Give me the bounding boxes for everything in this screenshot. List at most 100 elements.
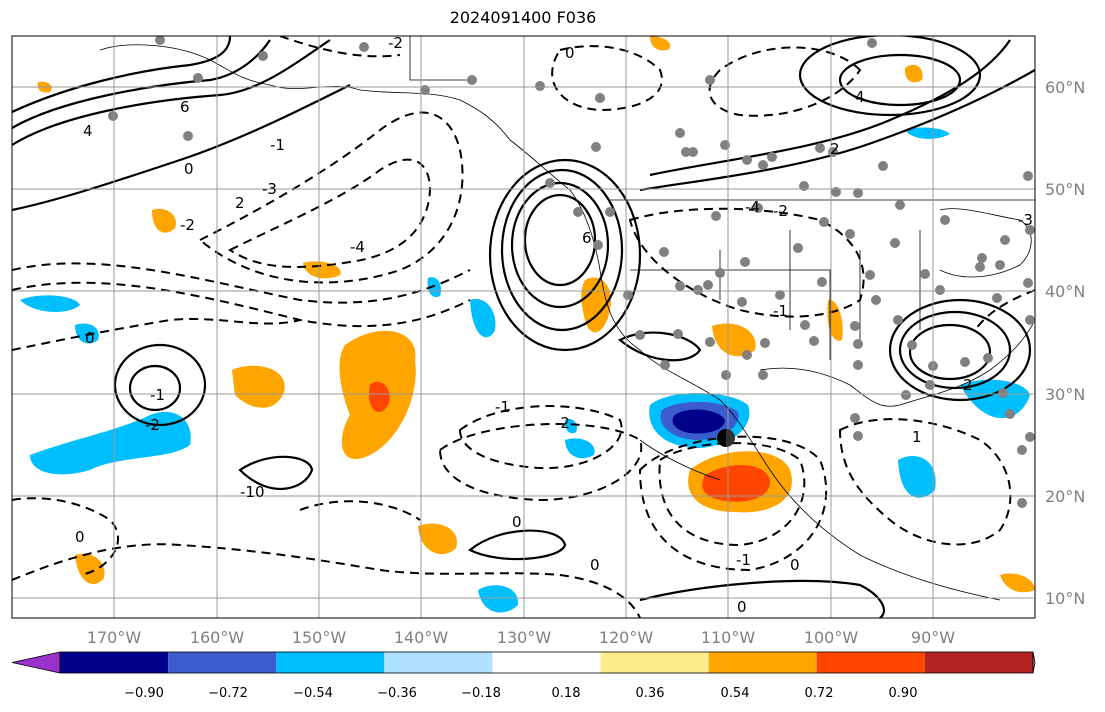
- fill-positive: [904, 64, 923, 83]
- colorbar: [11, 651, 1036, 674]
- fill-positive: [418, 523, 458, 555]
- contour-labels: 6 4 2 0 -2 -1 -3 -4 0 6 4 2 -1 -2 -1 -2 …: [75, 34, 1033, 616]
- colorbar-segment: [492, 652, 601, 673]
- latitude-labels: 60°N 50°N 40°N 30°N 20°N 10°N: [1045, 78, 1085, 608]
- contour-label: -10: [240, 483, 265, 501]
- colorbar-tick: −0.54: [293, 686, 333, 701]
- lat-label: 60°N: [1045, 78, 1085, 97]
- contour-label: 0: [75, 528, 85, 546]
- contour-label: -1: [773, 302, 788, 320]
- lon-label: 110°W: [701, 628, 756, 647]
- fill-negative: [565, 438, 595, 459]
- fill-positive-core: [369, 381, 390, 413]
- lon-label: 160°W: [190, 628, 245, 647]
- fill-negative: [30, 411, 191, 475]
- contour-label: 0: [184, 160, 194, 178]
- contour-label: -2: [555, 414, 570, 432]
- colorbar-segment: [924, 652, 1033, 673]
- fill-negative-max: [672, 409, 725, 434]
- colorbar-tick: 0.18: [552, 686, 581, 701]
- colorbar-segment: [168, 652, 277, 673]
- contour-label: -2: [180, 216, 195, 234]
- contour-label: -1: [150, 386, 165, 404]
- colorbar-tick: −0.18: [461, 686, 501, 701]
- colorbar-extend-low: [11, 651, 61, 674]
- map-border: [11, 35, 1036, 619]
- lat-label: 50°N: [1045, 180, 1085, 199]
- fill-positive: [1000, 573, 1035, 593]
- fill-negative: [960, 379, 1030, 419]
- contour-label: 0: [590, 556, 600, 574]
- contour-label: -2: [773, 202, 788, 220]
- negative-contours: [12, 36, 1035, 618]
- contour-label: -4: [745, 198, 760, 216]
- contour-label: 6: [180, 98, 190, 116]
- fill-positive: [650, 36, 671, 51]
- contour-label: 2: [235, 194, 245, 212]
- contour-label: 2: [963, 376, 973, 394]
- contour-label: -1: [495, 398, 510, 416]
- contour-label: -2: [388, 34, 403, 52]
- lon-label: 140°W: [394, 628, 449, 647]
- contour-label: -3: [262, 180, 277, 198]
- fill-negative: [427, 277, 442, 298]
- colorbar-segment: [276, 652, 385, 673]
- fill-negative: [20, 295, 80, 312]
- colorbar-segment: [60, 652, 169, 673]
- contour-label: -4: [350, 238, 365, 256]
- fill-positive-core: [702, 464, 771, 502]
- colorbar-tick: −0.72: [208, 686, 248, 701]
- contour-label: 1: [912, 428, 922, 446]
- colorbar-tick: 0.54: [721, 686, 750, 701]
- contour-label: 0: [512, 513, 522, 531]
- lat-label: 10°N: [1045, 589, 1085, 608]
- fill-negative: [905, 127, 950, 139]
- colorbar-tick: 0.90: [889, 686, 918, 701]
- lon-label: 90°W: [911, 628, 955, 647]
- lon-label: 120°W: [599, 628, 654, 647]
- colorbar-tick: 0.72: [805, 686, 834, 701]
- contour-label: 4: [855, 88, 865, 106]
- lon-label: 130°W: [497, 628, 552, 647]
- contour-label: 0: [790, 556, 800, 574]
- colorbar-tick-labels: −0.90 −0.72 −0.54 −0.36 −0.18 0.18 0.36 …: [124, 686, 917, 701]
- fill-positive: [712, 323, 756, 357]
- fill-positive: [152, 208, 176, 233]
- fill-positive: [75, 553, 105, 585]
- colorbar-tick: −0.90: [124, 686, 164, 701]
- graticule: [12, 36, 1035, 618]
- tropical-cyclone-icon: [717, 429, 735, 447]
- contour-label: -1: [736, 551, 751, 569]
- lat-label: 30°N: [1045, 385, 1085, 404]
- colorbar-segment: [708, 652, 817, 673]
- colorbar-segment: [816, 652, 925, 673]
- contour-label: 0: [565, 44, 575, 62]
- lon-label: 150°W: [292, 628, 347, 647]
- longitude-labels: 170°W 160°W 150°W 140°W 130°W 120°W 110°…: [87, 628, 955, 647]
- positive-contours: [12, 36, 1035, 618]
- contour-label: -3: [1018, 211, 1033, 229]
- fill-negative: [898, 455, 936, 498]
- lat-label: 20°N: [1045, 487, 1085, 506]
- contour-label: 4: [83, 122, 93, 140]
- observation-dots: [108, 36, 1035, 508]
- lon-label: 170°W: [87, 628, 142, 647]
- contour-label: -2: [145, 416, 160, 434]
- colorbar-segment: [384, 652, 493, 673]
- contour-label: 0: [737, 598, 747, 616]
- fill-negative: [478, 585, 519, 613]
- contour-label: 2: [830, 140, 840, 158]
- colorbar-tick: −0.36: [377, 686, 417, 701]
- contour-label: 0: [85, 329, 95, 347]
- fill-negative: [564, 418, 578, 434]
- lat-label: 40°N: [1045, 282, 1085, 301]
- colorbar-tick: 0.36: [636, 686, 665, 701]
- contour-label: -1: [270, 136, 285, 154]
- fill-negative: [75, 323, 99, 344]
- fill-positive: [232, 365, 285, 408]
- colorbar-segment: [600, 652, 709, 673]
- map-title: 2024091400 F036: [449, 8, 597, 27]
- colorbar-border: [59, 651, 1034, 674]
- lon-label: 100°W: [804, 628, 859, 647]
